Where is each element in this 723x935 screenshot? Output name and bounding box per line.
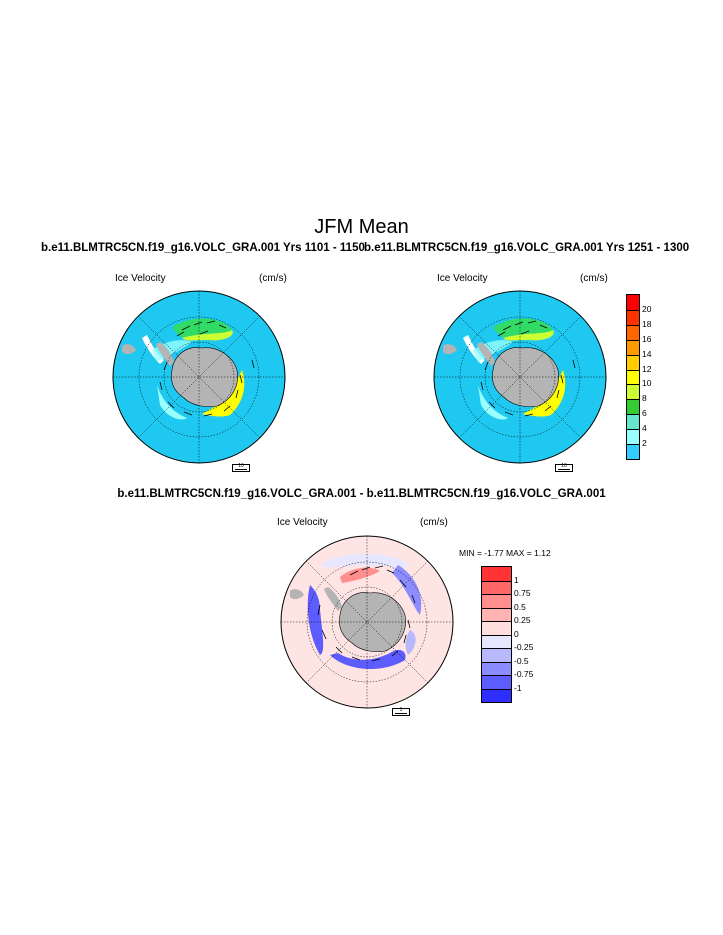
colorbar-diff: [481, 566, 512, 703]
colorbar-diff-tick-label: 0.75: [514, 588, 531, 598]
ice-band: [523, 370, 566, 417]
graticule: [281, 536, 453, 708]
colorbar-diff-swatch: [482, 675, 511, 689]
ice-band: [172, 318, 232, 338]
colorbar-speed-tick-label: 10: [642, 378, 652, 389]
colorbar-diff-swatch: [482, 594, 511, 608]
colorbar-speed-tick-label: 8: [642, 393, 647, 404]
colorbar-speed-tick-label: 12: [642, 363, 652, 374]
south-america-land: [290, 589, 304, 600]
colorbar-speed-tick-label: 20: [642, 303, 652, 314]
colorbar-speed-tick-label: 14: [642, 348, 652, 359]
graticule: [434, 291, 606, 463]
ref-vector-box-diff: 1: [392, 708, 410, 716]
colorbar-speed-swatch: [627, 309, 639, 325]
colorbar-diff-swatch: [482, 688, 511, 702]
panel3-variable: Ice Velocity: [277, 517, 328, 528]
velocity-vectors: [317, 565, 416, 662]
diff-band: [392, 565, 422, 615]
ice-band: [157, 385, 187, 420]
panel1-units: (cm/s): [259, 273, 287, 284]
colorbar-diff-tick-label: -0.75: [514, 669, 534, 679]
colorbar-speed-tick-label: 6: [642, 408, 647, 419]
peninsula-land: [324, 587, 342, 611]
ice-band: [493, 318, 553, 338]
colorbar-diff-tick-label: -0.25: [514, 642, 534, 652]
colorbar-diff-swatch: [482, 607, 511, 621]
run-label-diff: b.e11.BLMTRC5CN.f19_g16.VOLC_GRA.001 - b…: [117, 488, 606, 500]
colorbar-diff-swatch: [482, 648, 511, 662]
colorbar-diff-tick-label: -0.5: [514, 655, 529, 666]
panel1-variable: Ice Velocity: [115, 273, 166, 284]
ref-vector-box-right: 10: [555, 464, 573, 472]
map-difference: [280, 535, 454, 709]
colorbar-speed-swatch: [627, 295, 639, 310]
colorbar-speed-swatch: [627, 444, 639, 459]
min-value: -1.77: [484, 548, 504, 558]
colorbar-diff-swatch: [482, 621, 511, 635]
map-speed-left: [112, 290, 286, 464]
south-america-land: [443, 344, 457, 355]
diff-band: [405, 630, 416, 655]
panel2-units: (cm/s): [580, 273, 608, 284]
panel3-units: (cm/s): [420, 517, 448, 528]
colorbar-diff-tick-label: -1: [514, 682, 522, 693]
colorbar-diff-tick-label: 0.5: [514, 601, 526, 612]
ice-band: [182, 330, 233, 341]
colorbar-diff-tick-label: 1: [514, 574, 519, 585]
diff-band: [307, 585, 324, 655]
ice-band: [503, 330, 554, 341]
max-label: MAX =: [506, 548, 532, 558]
colorbar-diff-swatch: [482, 634, 511, 648]
diff-band: [320, 553, 410, 568]
run-label-right: b.e11.BLMTRC5CN.f19_g16.VOLC_GRA.001 Yrs…: [364, 242, 690, 254]
colorbar-speed-swatch: [627, 339, 639, 355]
colorbar-speed-tick-label: 16: [642, 333, 652, 344]
diff-band: [330, 649, 406, 670]
colorbar-speed-swatch: [627, 429, 639, 445]
peninsula-land: [156, 342, 174, 366]
colorbar-diff-tick-label: 0.25: [514, 615, 531, 625]
colorbar-speed-tick-label: 2: [642, 438, 647, 449]
ref-vector-box-left: 10: [232, 464, 250, 472]
diff-min-max: MIN = -1.77 MAX = 1.12: [459, 548, 551, 558]
graticule: [113, 291, 285, 463]
ice-band: [202, 370, 245, 417]
colorbar-speed-swatch: [627, 399, 639, 415]
colorbar-diff-swatch: [482, 661, 511, 675]
colorbar-speed-swatch: [627, 354, 639, 370]
colorbar-speed-swatch: [627, 384, 639, 400]
ice-band: [478, 385, 508, 420]
colorbar-diff-tick-label: 0: [514, 628, 519, 639]
peninsula-land: [477, 342, 495, 366]
page-title: JFM Mean: [314, 216, 409, 238]
colorbar-speed-tick-label: 18: [642, 318, 652, 329]
colorbar-speed: [626, 294, 640, 460]
min-label: MIN =: [459, 548, 482, 558]
panel2-variable: Ice Velocity: [437, 273, 488, 284]
colorbar-diff-swatch: [482, 580, 511, 594]
colorbar-speed-swatch: [627, 414, 639, 430]
colorbar-speed-swatch: [627, 369, 639, 385]
max-value: 1.12: [534, 548, 551, 558]
south-america-land: [122, 344, 136, 355]
velocity-vectors: [159, 320, 255, 417]
run-label-left: b.e11.BLMTRC5CN.f19_g16.VOLC_GRA.001 Yrs…: [41, 242, 365, 254]
colorbar-speed-swatch: [627, 324, 639, 340]
diff-band: [340, 567, 380, 583]
velocity-vectors: [480, 320, 576, 417]
colorbar-diff-swatch: [482, 567, 511, 581]
map-speed-right: [433, 290, 607, 464]
colorbar-speed-tick-label: 4: [642, 423, 647, 434]
